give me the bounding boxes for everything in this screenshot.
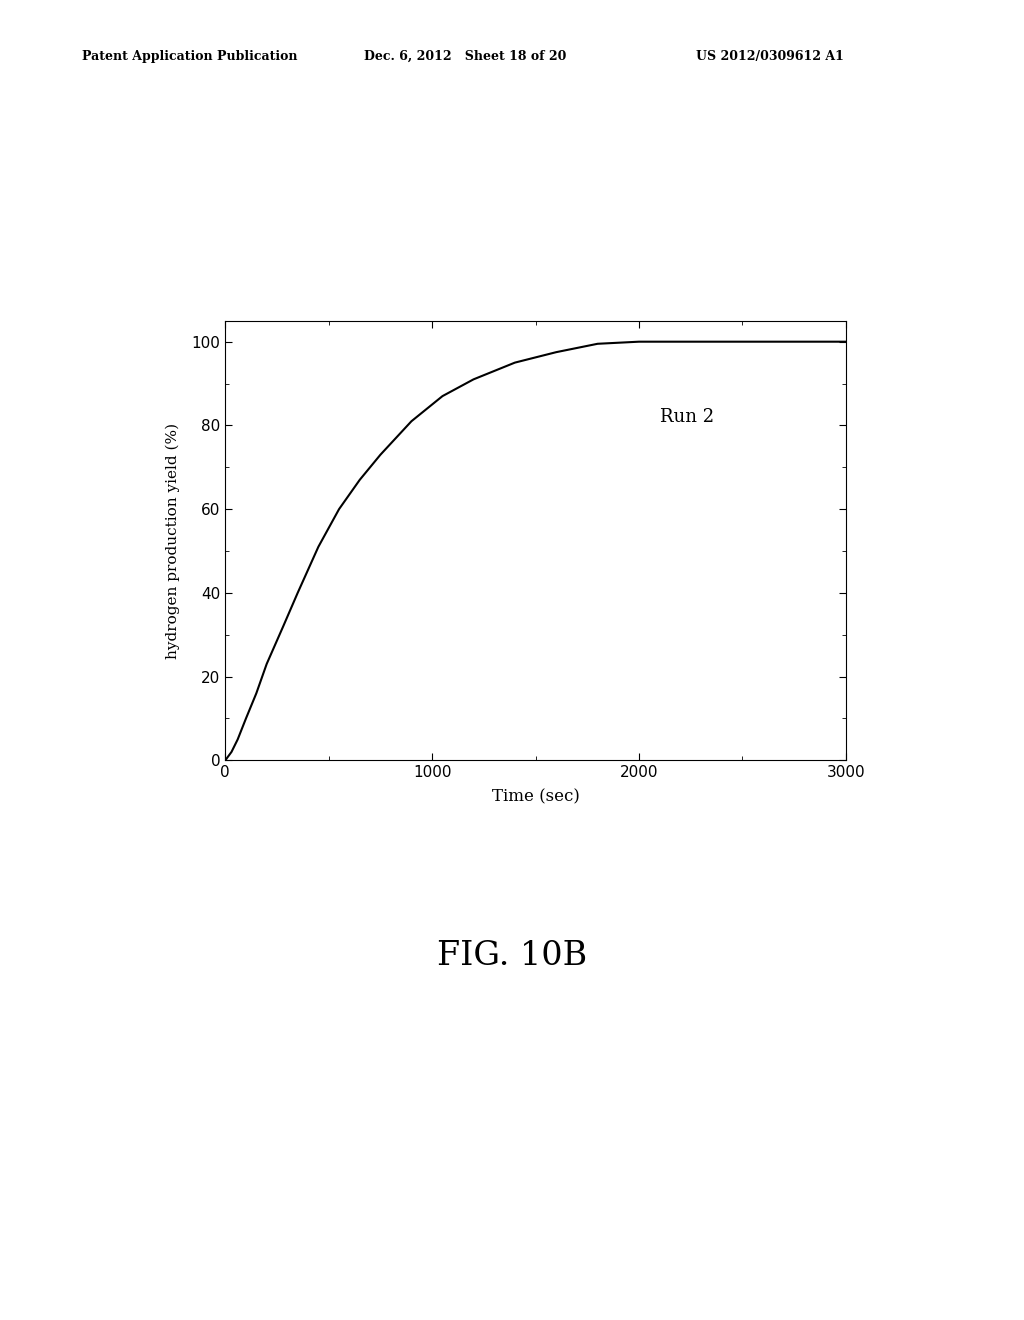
Text: Dec. 6, 2012   Sheet 18 of 20: Dec. 6, 2012 Sheet 18 of 20 bbox=[364, 50, 566, 63]
Text: Patent Application Publication: Patent Application Publication bbox=[82, 50, 297, 63]
Text: Run 2: Run 2 bbox=[659, 408, 714, 426]
Text: US 2012/0309612 A1: US 2012/0309612 A1 bbox=[696, 50, 844, 63]
Text: FIG. 10B: FIG. 10B bbox=[437, 940, 587, 972]
Y-axis label: hydrogen production yield (%): hydrogen production yield (%) bbox=[166, 422, 180, 659]
X-axis label: Time (sec): Time (sec) bbox=[492, 788, 580, 805]
